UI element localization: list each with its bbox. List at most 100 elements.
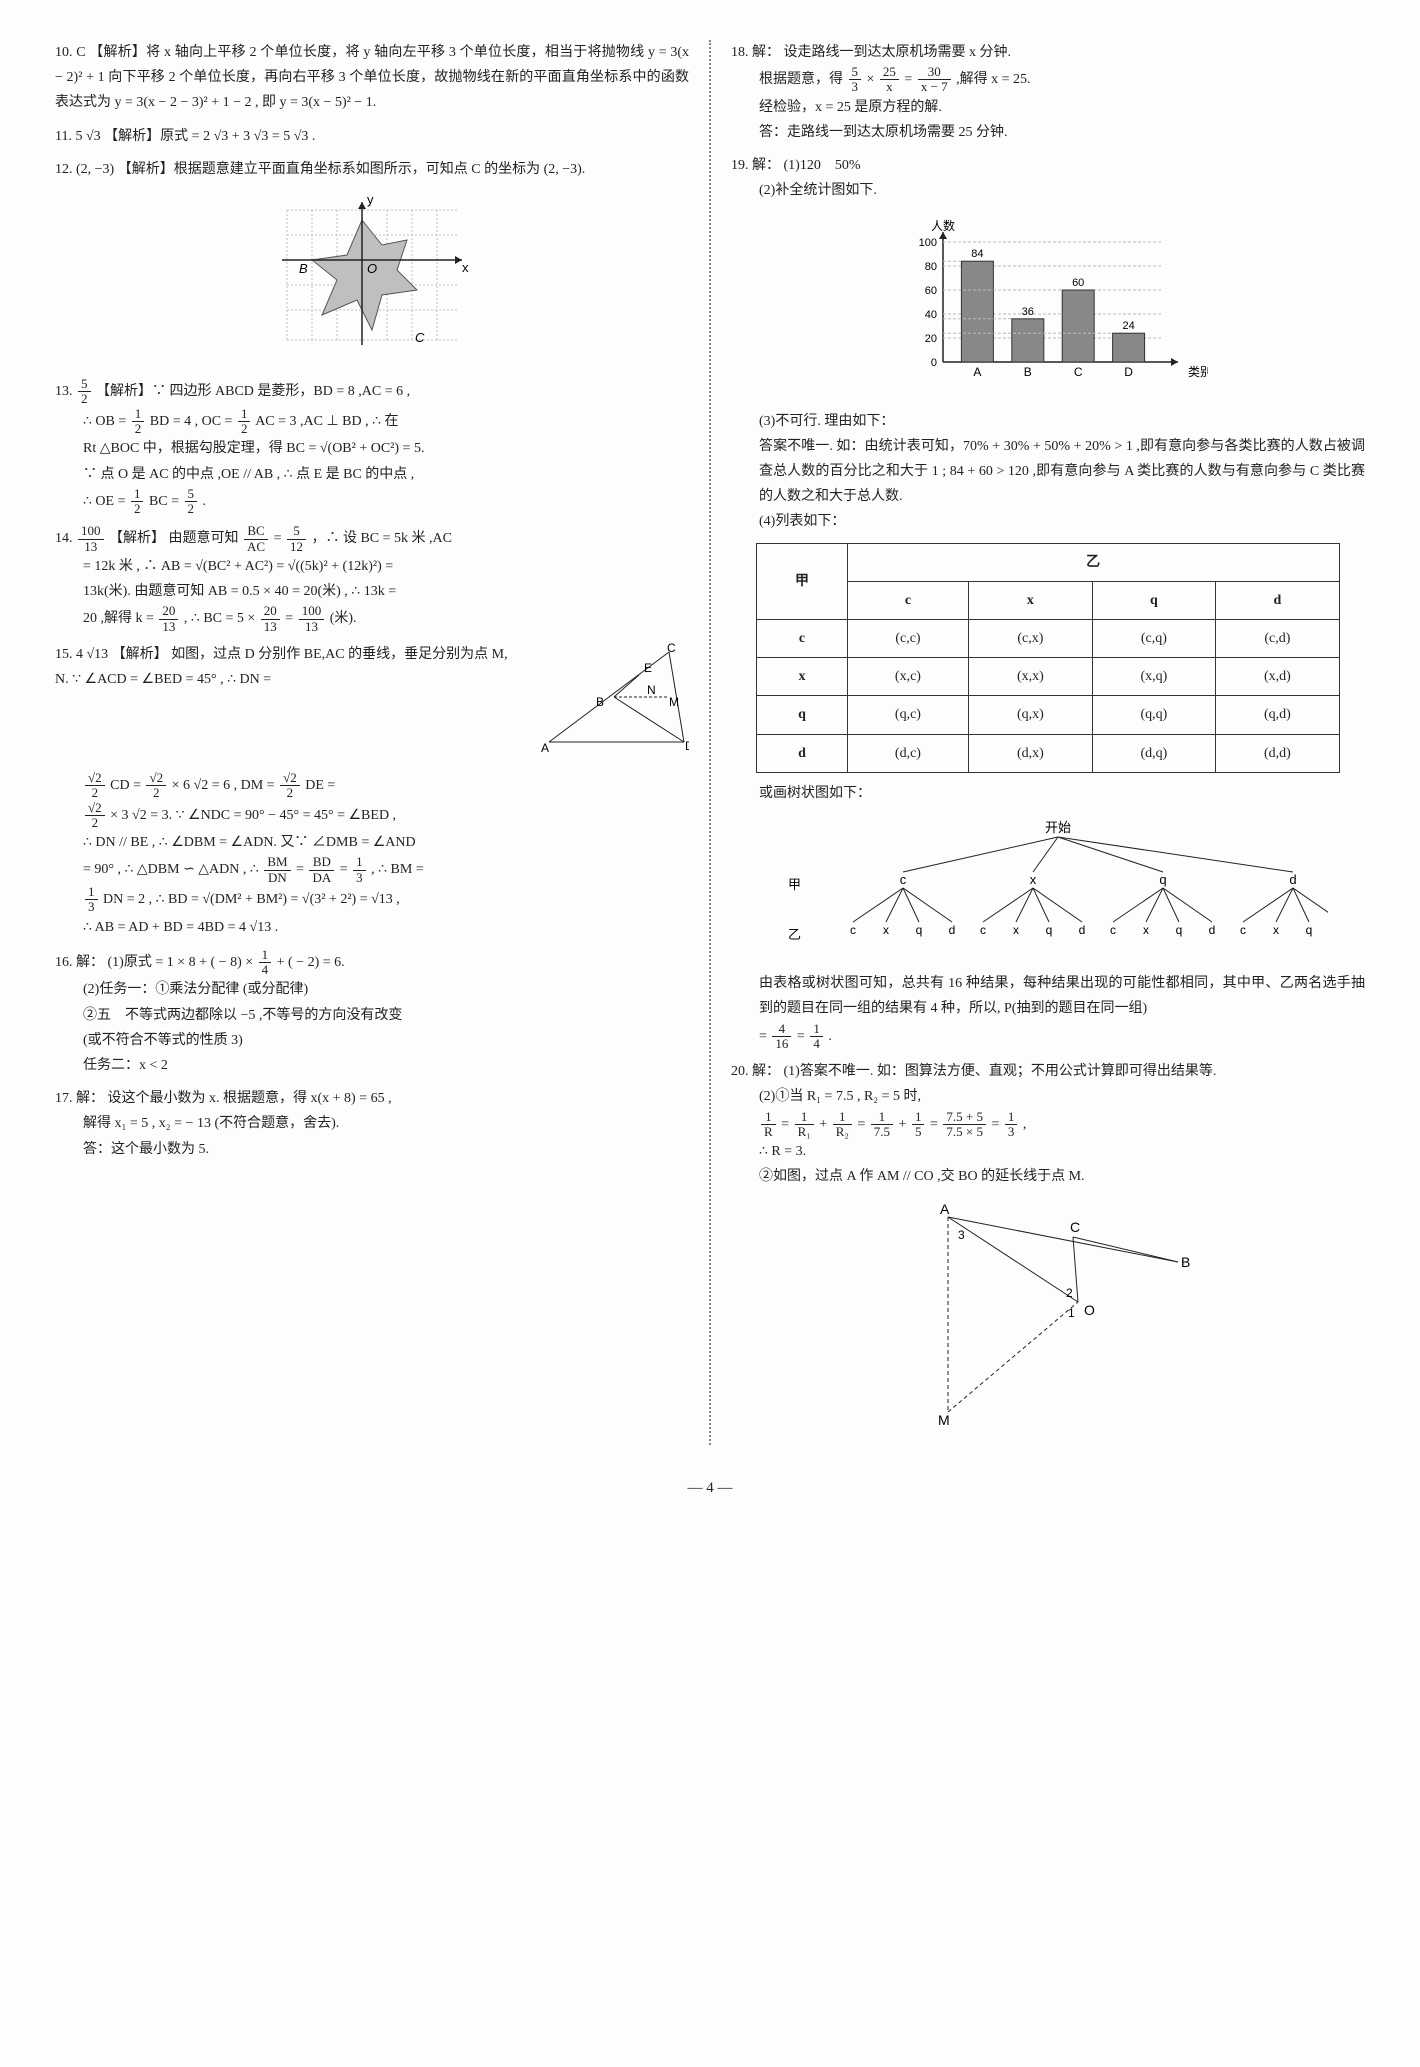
svg-text:c: c [900, 872, 907, 887]
analysis-tag: 【解析】 [89, 45, 146, 60]
svg-text:36: 36 [1022, 305, 1034, 317]
svg-text:c: c [850, 923, 856, 937]
analysis-tag: 【解析】 [112, 647, 168, 662]
svg-text:60: 60 [1072, 277, 1084, 289]
q13-line5: ∴ OE = 12 BC = 52 . [55, 487, 689, 517]
svg-text:O: O [1084, 1302, 1095, 1318]
left-column: 10. C 【解析】将 x 轴向上平移 2 个单位长度，将 y 轴向左平移 3 … [55, 40, 689, 1445]
page-columns: 10. C 【解析】将 x 轴向上平移 2 个单位长度，将 y 轴向左平移 3 … [55, 40, 1365, 1445]
q19-prob: = 416 = 14 . [731, 1022, 1365, 1052]
svg-text:q: q [1046, 923, 1053, 937]
q18-num: 18. 解： [731, 45, 780, 60]
q20-num: 20. 解： [731, 1064, 780, 1079]
svg-text:q: q [1176, 923, 1183, 937]
svg-text:3: 3 [958, 1228, 965, 1242]
q20-eqn: 1R = 1R₁ + 1R₂ = 17.5 + 15 = 7.5 + 57.5 … [731, 1110, 1365, 1140]
svg-text:D: D [1124, 365, 1133, 379]
question-20: 20. 解： (1)答案不唯一. 如：图算法方便、直观；不用公式计算即可得出结果… [731, 1059, 1365, 1437]
svg-text:D: D [685, 739, 689, 753]
svg-text:B: B [596, 695, 604, 709]
q13-num: 13. [55, 384, 73, 399]
q20-figure: A B C O M 3 2 1 [731, 1197, 1365, 1436]
fraction: 52 [78, 377, 91, 407]
svg-text:开始: 开始 [1045, 820, 1071, 835]
question-15: A B C D E M N 15. 4 √13 【解析】 如图，过点 D 分别作… [55, 642, 689, 940]
svg-text:24: 24 [1122, 320, 1134, 332]
svg-text:A: A [973, 365, 981, 379]
svg-text:B: B [1181, 1254, 1190, 1270]
q14-num: 14. [55, 531, 73, 546]
svg-text:x: x [1273, 923, 1279, 937]
page-number: — 4 — [55, 1475, 1365, 1502]
q12-text: 根据题意建立平面直角坐标系如图所示，可知点 C 的坐标为 (2, −3). [174, 162, 586, 177]
point-c: C [415, 330, 425, 345]
analysis-tag: 【解析】 [104, 129, 160, 144]
svg-text:B: B [1024, 365, 1032, 379]
svg-text:q: q [1159, 872, 1166, 887]
question-16: 16. 解： (1)原式 = 1 × 8 + ( − 8) × 14 + ( −… [55, 948, 689, 1078]
q15-line4: √22 × 3 √2 = 3. ∵ ∠NDC = 90° − 45° = 45°… [55, 801, 689, 831]
question-10: 10. C 【解析】将 x 轴向上平移 2 个单位长度，将 y 轴向左平移 3 … [55, 40, 689, 116]
q19-table: 甲乙cxqdc(c,c)(c,x)(c,q)(c,d)x(x,c)(x,x)(x… [756, 543, 1339, 773]
svg-text:q: q [916, 923, 923, 937]
y-axis-label: y [367, 192, 374, 207]
svg-text:C: C [1074, 365, 1083, 379]
q15-line7: 13 DN = 2 , ∴ BD = √(DM² + BM²) = √(3² +… [55, 885, 689, 915]
q13-line2: ∴ OB = 12 BD = 4 , OC = 12 AC = 3 ,AC ⊥ … [55, 407, 689, 437]
svg-text:80: 80 [925, 261, 937, 273]
q12-figure: y x O B C [55, 190, 689, 369]
svg-text:100: 100 [919, 237, 937, 249]
svg-text:N: N [647, 683, 656, 697]
svg-text:类别: 类别 [1188, 365, 1208, 379]
svg-text:x: x [883, 923, 889, 937]
q18-line2: 根据题意，得 53 × 25x = 30x − 7 ,解得 x = 25. [731, 65, 1365, 95]
analysis-tag: 【解析】 [109, 531, 165, 546]
question-14: 14. 10013 【解析】 由题意可知 BCAC = 512 ，∴ 设 BC … [55, 524, 689, 634]
q15-line3: √22 CD = √22 × 6 √2 = 6 , DM = √22 DE = [55, 771, 689, 801]
point-o: O [367, 261, 377, 276]
q12-num: 12. (2, −3) [55, 162, 114, 177]
svg-text:A: A [940, 1201, 950, 1217]
q11-text: 原式 = 2 √3 + 3 √3 = 5 √3 . [160, 129, 315, 144]
svg-text:A: A [541, 741, 549, 755]
analysis-tag: 【解析】 [118, 162, 174, 177]
q12-coordinate-graph: y x O B C [267, 190, 477, 360]
svg-text:x: x [1030, 872, 1037, 887]
q14-line4: 20 ,解得 k = 2013 , ∴ BC = 5 × 2013 = 1001… [55, 604, 689, 634]
q19-bar-chart: 人数类别20406080100084A36B60C24D [731, 212, 1365, 401]
svg-text:2: 2 [1066, 1286, 1073, 1300]
q17-num: 17. 解： [55, 1091, 104, 1106]
svg-text:E: E [644, 661, 652, 675]
analysis-tag: 【解析】 [96, 384, 152, 399]
point-b: B [299, 261, 308, 276]
svg-text:乙: 乙 [788, 927, 801, 942]
svg-text:84: 84 [971, 248, 983, 260]
svg-text:d: d [1289, 872, 1296, 887]
svg-text:d: d [1209, 923, 1216, 937]
q11-num: 11. 5 √3 [55, 129, 101, 144]
x-axis-label: x [462, 260, 469, 275]
question-19: 19. 解： (1)120 50% (2)补全统计图如下. 人数类别204060… [731, 153, 1365, 1051]
svg-text:C: C [1070, 1219, 1080, 1235]
svg-text:60: 60 [925, 285, 937, 297]
question-18: 18. 解： 设走路线一到达太原机场需要 x 分钟. 根据题意，得 53 × 2… [731, 40, 1365, 145]
q10-text: 将 x 轴向上平移 2 个单位长度，将 y 轴向左平移 3 个单位长度，相当于将… [55, 45, 689, 110]
svg-text:M: M [938, 1412, 950, 1427]
q16-num: 16. 解： [55, 955, 104, 970]
svg-text:0: 0 [931, 357, 937, 369]
right-column: 18. 解： 设走路线一到达太原机场需要 x 分钟. 根据题意，得 53 × 2… [709, 40, 1365, 1445]
q15-figure: A B C D E M N [539, 642, 689, 771]
svg-text:40: 40 [925, 309, 937, 321]
svg-text:x: x [1013, 923, 1019, 937]
svg-text:c: c [1240, 923, 1246, 937]
q15-num: 15. 4 √13 [55, 647, 108, 662]
svg-text:q: q [1306, 923, 1313, 937]
svg-text:甲: 甲 [788, 877, 801, 892]
question-17: 17. 解： 设这个最小数为 x. 根据题意，得 x(x + 8) = 65 ,… [55, 1086, 689, 1162]
svg-text:d: d [1079, 923, 1086, 937]
svg-text:c: c [980, 923, 986, 937]
leaf-shape [312, 220, 417, 330]
question-13: 13. 52 【解析】∵ 四边形 ABCD 是菱形，BD = 8 ,AC = 6… [55, 377, 689, 516]
q15-line6: = 90° , ∴ △DBM ∽ △ADN , ∴ BMDN = BDDA = … [55, 855, 689, 885]
svg-text:d: d [949, 923, 956, 937]
